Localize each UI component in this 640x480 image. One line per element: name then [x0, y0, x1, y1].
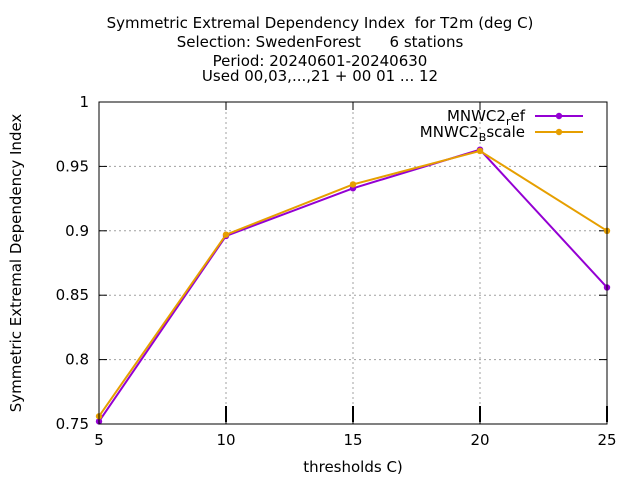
data-point-1-1 — [222, 231, 230, 238]
x-tick-label: 25 — [597, 431, 616, 449]
x-tick-label: 10 — [216, 431, 235, 449]
series-group — [95, 146, 611, 425]
y-tick-label: 0.8 — [65, 351, 89, 369]
plot-frame — [98, 101, 608, 425]
x-tick-label: 5 — [94, 431, 104, 449]
chart-title-line-2: Selection: SwedenForest 6 stations — [176, 33, 464, 51]
legend-label-1: MNWC2Bscale — [420, 123, 525, 144]
legend-marker-0 — [555, 112, 563, 120]
chart-title-line-1: Symmetric Extremal Dependency Index for … — [106, 14, 534, 32]
legend-label-0: MNWC2ref — [447, 107, 526, 128]
grid-lines — [99, 102, 607, 424]
chart-title-line-4: Used 00,03,...,21 + 00 01 ... 12 — [201, 67, 439, 85]
data-point-1-2 — [349, 181, 357, 188]
y-axis-label: Symmetric Extremal Dependency Index — [7, 114, 25, 413]
data-point-1-3 — [476, 147, 484, 155]
x-tick-label: 15 — [343, 431, 362, 449]
y-tick-label: 0.9 — [65, 222, 89, 240]
y-tick-label: 0.95 — [56, 157, 89, 175]
y-tick-label: 0.75 — [56, 415, 89, 433]
x-tick-label: 20 — [470, 431, 489, 449]
chart-title-line-3: Period: 20240601-20240630 — [212, 52, 428, 70]
y-tick-label: 0.85 — [56, 286, 89, 304]
y-tick-label: 1 — [79, 93, 89, 111]
legend-marker-1 — [555, 128, 563, 136]
x-axis-label: thresholds C) — [303, 458, 403, 476]
